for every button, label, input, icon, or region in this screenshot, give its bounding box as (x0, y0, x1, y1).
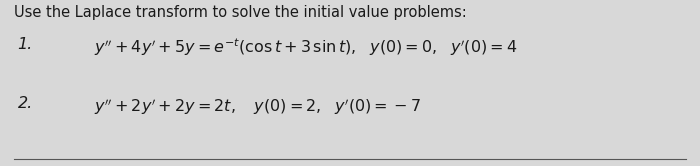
Text: Use the Laplace transform to solve the initial value problems:: Use the Laplace transform to solve the i… (14, 5, 467, 20)
Text: $\mathit{y}'' + 2\mathit{y}' + 2\mathit{y} = 2t,\quad \mathit{y}(0) = 2,\ \ \mat: $\mathit{y}'' + 2\mathit{y}' + 2\mathit{… (94, 96, 421, 117)
Text: $\mathit{y}'' + 4\mathit{y}' + 5\mathit{y} = e^{-t}(\mathrm{cos}\,t + 3\,\mathrm: $\mathit{y}'' + 4\mathit{y}' + 5\mathit{… (94, 37, 518, 58)
Text: 1.: 1. (18, 37, 33, 51)
Text: 2.: 2. (18, 96, 33, 111)
